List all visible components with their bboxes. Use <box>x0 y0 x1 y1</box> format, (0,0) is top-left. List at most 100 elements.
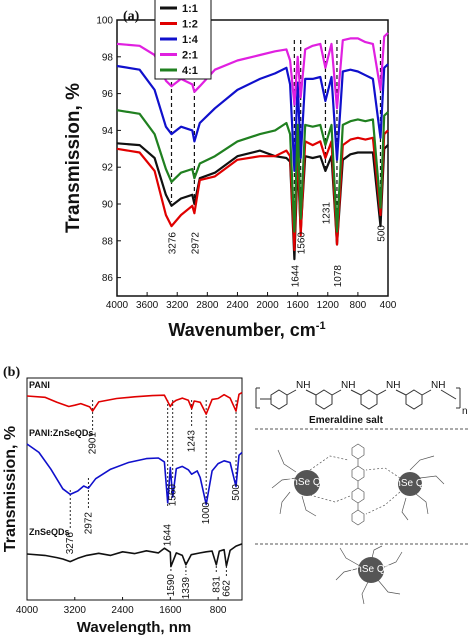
annotation-label-3276: 3276 <box>168 232 179 255</box>
x-tick-label-2400: 2400 <box>226 300 249 311</box>
bond-5 <box>376 389 387 396</box>
panel-b-annotation-lines <box>69 400 237 578</box>
panel-b-annotation-labels: 2901 1243 2972 1644 1560 1000 500 3276 1590 1339 8… <box>65 430 242 600</box>
ring-3 <box>360 389 378 410</box>
panel-a-x-ticks: 4000 3600 3200 2800 2400 2000 1600 1200 800 400 <box>106 292 397 311</box>
panel-b: (b) 4000 3200 2400 1600 800 2901 1243 2972 1644… <box>2 365 470 636</box>
b-annotation-label-1243: 1243 <box>187 430 198 453</box>
x-tick-label-1600: 1600 <box>287 300 310 311</box>
series-line-pani <box>26 391 243 415</box>
nh-label-3: NH <box>386 380 400 391</box>
panel-a-label: (a) <box>123 9 140 24</box>
b-x-tick-label-4000: 4000 <box>16 605 39 616</box>
annotation-label-1644: 1644 <box>290 265 301 288</box>
panel-a-y-axis-title: Transmission, % <box>63 83 84 233</box>
legend-label-1-4: 1:4 <box>182 34 199 46</box>
nh-label-1: NH <box>296 380 310 391</box>
ring-1 <box>270 389 288 410</box>
b-annotation-label-1000: 1000 <box>201 502 212 525</box>
series-line-1-2 <box>116 129 389 252</box>
annotation-label-1231: 1231 <box>321 202 332 225</box>
hbond-1 <box>309 455 349 471</box>
repeat-n-label: n <box>462 406 468 417</box>
bond-6 <box>395 389 407 396</box>
bond-8 <box>440 389 457 400</box>
x-tick-label-2800: 2800 <box>196 300 219 311</box>
panel-a-x-axis-title: Wavenumber, cm-1 <box>168 320 325 340</box>
y-tick-label-86: 86 <box>102 273 114 284</box>
y-tick-label-96: 96 <box>102 89 114 100</box>
panel-a-y-ticks: 86 88 90 92 94 96 98 100 <box>96 16 121 284</box>
hbond-4 <box>365 491 401 515</box>
panel-b-label: (b) <box>3 365 20 380</box>
bond-7 <box>421 389 432 396</box>
panel-a-legend: 1:1 1:2 1:4 2:1 4:1 <box>154 0 212 80</box>
znseqd-ligand-shell <box>335 545 403 605</box>
annotation-label-2972: 2972 <box>190 232 201 255</box>
quantum-dot-left <box>294 470 320 496</box>
b-annotation-label-1590: 1590 <box>166 574 177 597</box>
complex-ring-2 <box>351 465 365 482</box>
panel-b-x-ticks: 4000 3200 2400 1600 800 <box>16 597 227 616</box>
panel-a-series <box>116 32 389 261</box>
panel-b-y-axis-title: Transmission, % <box>2 426 19 552</box>
x-tick-label-3200: 3200 <box>166 300 189 311</box>
annotation-label-1078: 1078 <box>333 265 344 288</box>
b-annotation-label-831: 831 <box>211 576 222 593</box>
legend-label-1-1: 1:1 <box>182 3 198 15</box>
complex-ring-1 <box>351 443 365 460</box>
x-tick-label-2000: 2000 <box>256 300 279 311</box>
emeraldine-salt-structure <box>255 387 461 410</box>
nh-label-4: NH <box>431 380 445 391</box>
qd-bottom-label: ZnSe QD <box>350 564 392 575</box>
panel-b-series <box>26 391 243 568</box>
x-tick-label-800: 800 <box>350 300 367 311</box>
series-line-1-1 <box>116 142 389 261</box>
y-tick-label-90: 90 <box>102 200 114 211</box>
panel-b-frame <box>26 377 243 601</box>
nh-label-2: NH <box>341 380 355 391</box>
y-tick-label-88: 88 <box>102 236 114 247</box>
ligands-left <box>271 449 317 517</box>
bond-3 <box>331 389 342 396</box>
bond-1 <box>286 389 297 396</box>
quantum-dot-right <box>398 472 422 496</box>
annotation-label-1560: 1560 <box>297 232 308 255</box>
hbond-2 <box>309 494 351 503</box>
y-tick-label-92: 92 <box>102 163 114 174</box>
b-annotation-label-1560: 1560 <box>168 484 179 507</box>
series-label-pani: PANI <box>29 380 50 390</box>
x-tick-label-3600: 3600 <box>136 300 159 311</box>
ligands-right <box>401 455 445 521</box>
qd-right-label: ZnSe QD <box>389 478 431 489</box>
legend-label-4-1: 4:1 <box>182 65 198 77</box>
b-annotation-label-2972: 2972 <box>83 512 94 535</box>
hbond-3 <box>365 467 401 479</box>
ring-2 <box>315 389 333 410</box>
complex-ring-4 <box>351 509 365 526</box>
b-annotation-label-1644: 1644 <box>163 524 174 547</box>
b-x-tick-label-1600: 1600 <box>159 605 182 616</box>
structure-schematic: NH NH NH NH n Emeraldine salt <box>255 380 470 605</box>
panel-b-x-axis-title: Wavelength, nm <box>77 619 191 636</box>
emeraldine-salt-label: Emeraldine salt <box>309 415 384 426</box>
b-x-tick-label-3200: 3200 <box>64 605 87 616</box>
legend-label-1-2: 1:2 <box>182 19 198 31</box>
ring-4 <box>405 389 423 410</box>
x-tick-label-400: 400 <box>380 300 397 311</box>
y-tick-label-94: 94 <box>102 126 114 137</box>
panel-a-x-axis-title-sup: -1 <box>316 320 326 332</box>
b-annotation-label-3276: 3276 <box>65 532 76 555</box>
b-annotation-label-2901: 2901 <box>88 432 99 455</box>
complex-ring-3 <box>351 487 365 504</box>
series-line-2-1 <box>116 32 389 110</box>
pani-znseqd-complex <box>271 443 445 526</box>
panel-a-frame <box>116 19 389 297</box>
series-line-pani-znseqds <box>26 443 243 506</box>
b-x-tick-label-800: 800 <box>210 605 227 616</box>
panel-a-x-axis-title-text: Wavenumber, cm <box>168 320 315 340</box>
legend-label-2-1: 2:1 <box>182 50 198 62</box>
b-annotation-label-500: 500 <box>231 484 242 501</box>
y-tick-label-100: 100 <box>96 16 113 27</box>
